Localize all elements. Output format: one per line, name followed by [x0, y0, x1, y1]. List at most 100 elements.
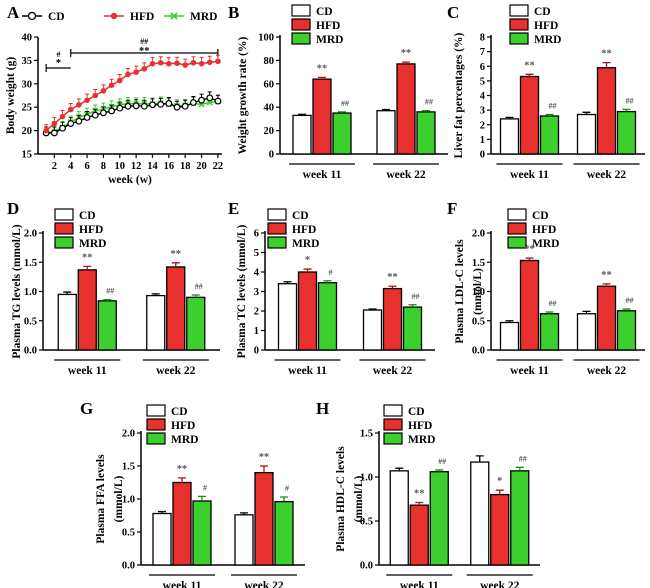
point-hfd: [92, 92, 99, 99]
significance-mark: ##: [626, 296, 634, 305]
significance-mark: ##: [106, 287, 114, 296]
legend-label-cd: CD: [408, 406, 425, 418]
error-bar: [382, 108, 390, 111]
y-axis-label: Plasma FFA levels: [95, 454, 107, 544]
legend-label-mrd: MRD: [190, 11, 217, 23]
panel-B: B CD HFD MRD 0 20 40 60 80 100 Weight growth rate …: [228, 3, 448, 181]
point-hfd: [116, 77, 123, 84]
point-hfd: [51, 120, 58, 127]
bar-mrd-2: [416, 111, 436, 155]
legend-marker-cd: [27, 11, 37, 21]
legend-label-cd: CD: [316, 6, 333, 18]
x-category-label: week 11: [68, 365, 107, 377]
series-hfd: [43, 54, 221, 134]
legend-label-cd: CD: [532, 210, 549, 222]
x-tick-label: 10: [115, 161, 126, 172]
legend-label-mrd: MRD: [292, 238, 319, 250]
x-category-label: week 22: [386, 169, 426, 181]
legend-swatch-hfd: [146, 418, 166, 431]
significance-mark: #: [285, 484, 289, 493]
bar-hfd-1: [519, 259, 540, 351]
bar-mrd-1: [539, 313, 560, 351]
point-hfd: [157, 59, 164, 66]
bar-hfd-2: [596, 285, 617, 351]
error-bar: [545, 311, 554, 314]
legend-swatch-cd: [54, 208, 74, 221]
error-bar: [215, 54, 220, 59]
panel-H: H CD HFD MRD 0.0 0.5 1.0 1.5 Plasma HDL-C levels…: [316, 399, 540, 588]
error-bar: [191, 294, 200, 298]
significance-mark: ##: [341, 99, 349, 108]
error-bar: [318, 76, 326, 80]
point-cd: [189, 99, 197, 106]
y-tick-label: 0: [480, 150, 485, 161]
significance-mark: ##: [549, 299, 557, 308]
error-bar: [525, 73, 534, 77]
point-cd: [181, 102, 189, 110]
significance-mark: ##: [412, 292, 420, 301]
point-hfd: [174, 60, 180, 67]
x-tick-label: 18: [180, 161, 191, 172]
y-tick-label: 1: [254, 326, 259, 337]
legend-label-hfd: HFD: [292, 224, 316, 236]
y-axis-unit: (mmol/L): [113, 476, 125, 523]
y-tick-label: 35: [22, 56, 33, 67]
y-tick-label: 0.5: [24, 316, 37, 327]
y-tick-label: 15: [22, 150, 33, 161]
y-tick-label: 2.0: [122, 429, 135, 440]
error-bar: [158, 97, 163, 102]
legend-marker-hfd: [110, 12, 118, 20]
error-bar: [368, 308, 377, 311]
bar-hfd-2: [382, 287, 403, 351]
error-bar: [435, 469, 444, 472]
error-bar: [207, 55, 212, 60]
significance-mark: **: [82, 252, 93, 263]
error-bar: [93, 89, 98, 93]
legend-swatch-mrd: [291, 32, 311, 45]
y-tick-label: 20: [264, 126, 275, 137]
y-tick-label: 1.5: [24, 258, 37, 269]
error-bar: [158, 510, 166, 514]
error-bar: [109, 100, 114, 104]
point-cd: [59, 124, 66, 132]
y-tick-label: 3: [480, 106, 485, 117]
x-tick-label: 4: [68, 161, 74, 172]
error-bar: [323, 280, 332, 283]
error-bar: [85, 110, 90, 115]
error-bar: [422, 110, 430, 112]
y-tick-label: 2: [254, 307, 259, 318]
error-bar: [215, 94, 220, 99]
error-bar: [175, 56, 180, 61]
significance-mark: ##: [425, 98, 433, 107]
error-bar: [183, 58, 188, 63]
legend-swatch-hfd: [509, 18, 529, 31]
point-cd: [83, 114, 91, 121]
point-hfd: [133, 69, 139, 75]
legend-label-hfd: HFD: [316, 20, 340, 32]
y-tick-label: 5: [480, 76, 485, 87]
point-cd: [124, 102, 132, 110]
point-cd: [198, 96, 205, 104]
point-hfd: [215, 58, 221, 65]
series-line: [45, 60, 218, 132]
x-tick-label: 12: [131, 161, 142, 172]
bar-hfd-2: [396, 63, 416, 155]
error-bar: [63, 291, 72, 295]
error-bar: [85, 107, 90, 112]
x-tick-label: 22: [213, 161, 224, 172]
bar-mrd-2: [616, 310, 637, 351]
error-bar: [171, 262, 180, 267]
error-bar: [388, 285, 397, 289]
point-hfd: [100, 88, 107, 94]
error-bar: [76, 110, 81, 115]
x-tick-label: 6: [84, 161, 89, 172]
error-bar: [166, 96, 171, 101]
panel-label: D: [7, 199, 19, 218]
y-tick-label: 1.0: [122, 495, 135, 506]
significance-annotations: #* ##**: [45, 37, 219, 72]
x-category-label: week 11: [288, 365, 327, 377]
panel-label: C: [447, 3, 459, 22]
y-tick-label: 2.0: [24, 229, 37, 240]
legend-label-mrd: MRD: [534, 34, 561, 46]
y-tick-label: 100: [258, 33, 274, 44]
